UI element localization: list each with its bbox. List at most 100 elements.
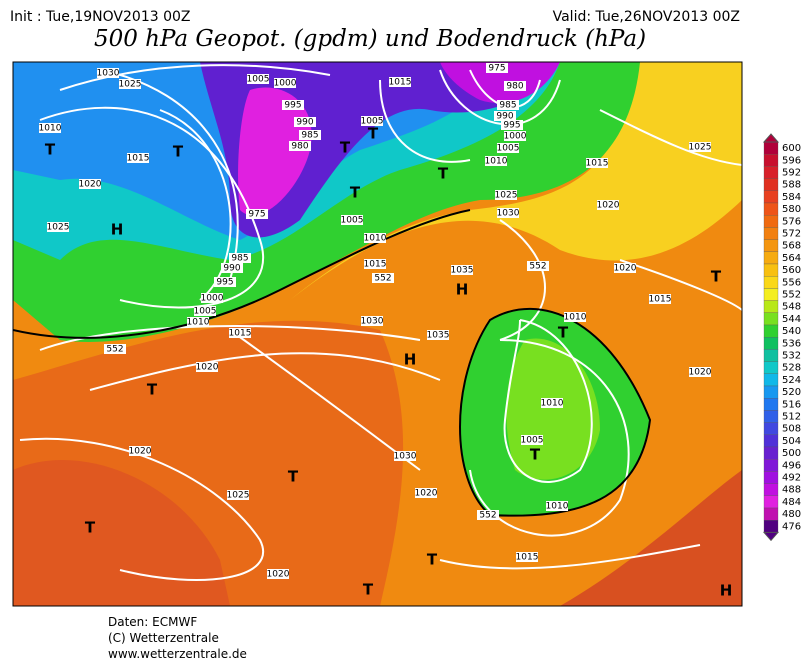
colorbar-cell (763, 251, 779, 265)
colorbar-label: 544 (782, 314, 801, 325)
colorbar-cell (763, 288, 779, 301)
isobar-label: 1005 (497, 144, 520, 154)
isobar-label: 1020 (614, 264, 637, 274)
colorbar-label: 484 (782, 497, 801, 508)
colorbar-cap (762, 531, 780, 542)
colorbar-label: 488 (782, 485, 801, 496)
footer-line: www.wetterzentrale.de (108, 647, 247, 661)
isobar-label: 1035 (451, 266, 474, 276)
isobar-label-bg (495, 190, 517, 200)
isobar-label: 1030 (394, 452, 417, 462)
isobar-label-bg (364, 259, 386, 269)
init-text: Init : Tue,19NOV2013 00Z (10, 9, 190, 25)
isobar-label-bg (477, 510, 499, 520)
colorbar-label: 496 (782, 460, 801, 471)
colorbar-cell (763, 483, 779, 496)
pressure-center: T (711, 268, 722, 286)
isobar-label-bg (394, 451, 416, 461)
isobar-label: 1020 (196, 363, 219, 373)
colorbar-label: 492 (782, 473, 801, 484)
isobar-label-bg (299, 130, 321, 140)
pressure-center: T (368, 125, 379, 143)
colorbar-label: 560 (782, 265, 801, 276)
isobar-label: 552 (374, 274, 391, 284)
isobar-label: 1005 (194, 307, 217, 317)
isobar-label-bg (497, 100, 519, 110)
isobar-label-bg (201, 293, 223, 303)
colorbar-cap (762, 133, 780, 143)
pressure-center: T (558, 324, 569, 342)
isobar-label-bg (614, 263, 636, 273)
colorbar-label: 524 (782, 375, 801, 386)
colorbar-label: 576 (782, 216, 801, 227)
isobar-label-bg (527, 261, 549, 271)
isobar-label: 1015 (389, 78, 412, 88)
colorbar-cell (763, 227, 779, 240)
isobar-label: 975 (248, 210, 265, 220)
colorbar-cell (763, 276, 779, 289)
colorbar-cell (763, 349, 779, 362)
valid-text: Valid: Tue,26NOV2013 00Z (553, 9, 740, 25)
isobar-label-bg (427, 330, 449, 340)
colorbar-cell (763, 141, 779, 155)
isobar-label-bg (341, 215, 363, 225)
pressure-center: T (438, 165, 449, 183)
pressure-center: H (720, 582, 733, 600)
isobar-label-bg (282, 100, 304, 110)
isobar-label-bg (247, 74, 269, 84)
isobar-label: 1005 (361, 117, 384, 127)
isobar-label: 985 (301, 131, 318, 141)
isobar-label: 1015 (127, 154, 150, 164)
isobar-label-bg (516, 552, 538, 562)
colorbar-label: 504 (782, 436, 801, 447)
isobar-label: 1010 (546, 502, 569, 512)
isobar-label-bg (267, 569, 289, 579)
colorbar-cell (763, 446, 779, 460)
pressure-center: H (111, 221, 124, 239)
isobar-label: 1010 (39, 124, 62, 134)
isobar-label: 552 (106, 345, 123, 355)
isobar-label: 1015 (586, 159, 609, 169)
colorbar-label: 600 (782, 143, 801, 154)
isobar-label: 1015 (364, 260, 387, 270)
isobar-label-bg (504, 131, 526, 141)
isobar-label-bg (649, 294, 671, 304)
footer-line: (C) Wetterzentrale (108, 631, 219, 645)
colorbar-cell (763, 239, 779, 252)
isobar-label: 1025 (47, 223, 70, 233)
isobar-label: 1020 (267, 570, 290, 580)
colorbar-label: 588 (782, 180, 801, 191)
isobar-label-bg (485, 156, 507, 166)
isobar-label-bg (229, 253, 251, 263)
isobar-label-bg (541, 398, 563, 408)
isobar-label-bg (546, 501, 568, 511)
colorbar-label: 512 (782, 412, 801, 423)
isobar-label: 1005 (247, 75, 270, 85)
isobar-label-bg (47, 222, 69, 232)
isobar-label: 980 (506, 82, 523, 92)
colorbar-cell (763, 434, 779, 448)
colorbar-label: 556 (782, 277, 801, 288)
isobar-label-bg (497, 143, 519, 153)
isobar-label-bg (521, 435, 543, 445)
isobar-label: 990 (223, 264, 240, 274)
isobar-label: 985 (231, 254, 248, 264)
isobar-label-bg (127, 153, 149, 163)
pressure-center: T (147, 381, 158, 399)
isobar-label: 995 (503, 121, 520, 131)
colorbar-cell (763, 422, 779, 435)
colorbar-cell (763, 520, 779, 533)
colorbar-cell (763, 385, 779, 399)
pressure-center: T (288, 468, 299, 486)
isobar-label-bg (274, 78, 296, 88)
isobar-label: 1000 (504, 132, 527, 142)
colorbar-label: 552 (782, 290, 801, 301)
isobar-label-bg (104, 344, 126, 354)
colorbar-cell (763, 324, 779, 338)
isobar-label-bg (187, 317, 209, 327)
colorbar-cell (763, 202, 779, 216)
isobar-label: 1015 (516, 553, 539, 563)
colorbar-label: 572 (782, 229, 801, 240)
isobar-label-bg (597, 200, 619, 210)
isobar-label: 552 (529, 262, 546, 272)
